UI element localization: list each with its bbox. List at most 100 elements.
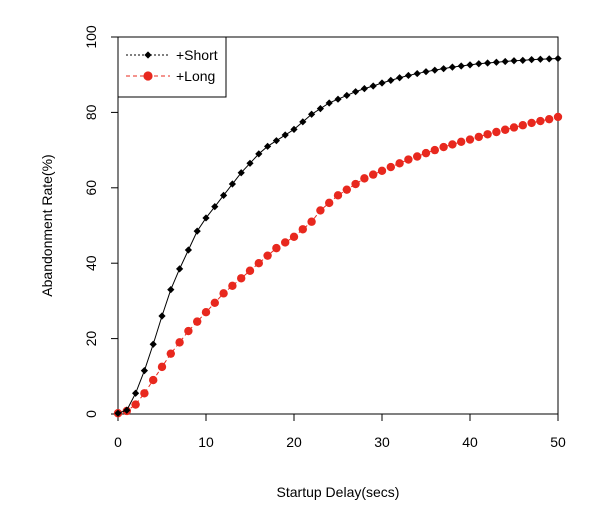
- long-series-point: [210, 298, 219, 307]
- short-series-point: [184, 246, 192, 254]
- long-series-point: [369, 170, 378, 179]
- short-series-point: [334, 95, 342, 103]
- long-series-point: [545, 114, 554, 124]
- long-series-point: [457, 137, 466, 147]
- long-series-point: [404, 155, 413, 164]
- long-series-point: [333, 191, 343, 200]
- short-series-point: [501, 57, 509, 66]
- x-axis: 0 10 20 30 40 50: [114, 414, 566, 450]
- short-series-point: [519, 56, 527, 64]
- long-series-point: [448, 140, 457, 149]
- short-series-point: [484, 59, 492, 67]
- short-series-point: [167, 285, 175, 294]
- long-series-line: [117, 116, 559, 414]
- long-series-point: [483, 130, 492, 139]
- short-series-point: [378, 79, 386, 87]
- short-series-point: [466, 61, 474, 69]
- long-series-point: [193, 317, 202, 326]
- short-series-point: [448, 63, 456, 71]
- long-series-point: [316, 206, 325, 215]
- long-series-point: [149, 375, 158, 385]
- short-series-line: [117, 57, 559, 414]
- x-tick-label: 10: [198, 434, 214, 450]
- long-series-point: [553, 112, 563, 122]
- short-series-point: [536, 55, 544, 63]
- short-series-point: [114, 409, 122, 417]
- long-series-point: [342, 185, 351, 194]
- y-tick-label: 20: [83, 331, 99, 347]
- long-series-point: [245, 266, 255, 275]
- short-series-point: [149, 340, 157, 348]
- long-series-point: [140, 389, 149, 398]
- legend-label: +Short: [176, 47, 218, 63]
- x-axis-label: Startup Delay(secs): [277, 484, 400, 500]
- long-series-point: [184, 326, 193, 336]
- short-series-point: [492, 58, 500, 66]
- short-series-point: [211, 203, 219, 211]
- long-series-point: [143, 71, 153, 81]
- short-series-point: [475, 60, 483, 68]
- short-series-point: [290, 125, 298, 133]
- short-series-point: [264, 142, 272, 150]
- long-series-point: [131, 400, 140, 409]
- y-tick-label: 100: [83, 25, 99, 49]
- plot-frame: [117, 36, 559, 415]
- x-tick-label: 20: [286, 434, 302, 450]
- short-series-point: [123, 406, 131, 414]
- long-series-point: [395, 159, 404, 168]
- short-series-point: [369, 82, 377, 90]
- long-series-point: [289, 232, 299, 242]
- long-series-point: [439, 142, 448, 152]
- long-series-point: [413, 152, 422, 161]
- short-series-point: [299, 118, 307, 126]
- y-tick-label: 60: [83, 180, 99, 196]
- long-series-point: [360, 174, 369, 183]
- long-series-point: [492, 127, 501, 137]
- long-series-point: [254, 259, 263, 268]
- short-series-point: [316, 105, 324, 113]
- short-series-point: [308, 110, 316, 118]
- short-series-point: [387, 76, 395, 84]
- long-series-point: [281, 238, 290, 247]
- y-axis-label: Abandonment Rate(%): [39, 154, 55, 296]
- long-series-point: [474, 132, 483, 142]
- short-series-point: [404, 71, 412, 80]
- short-series-point: [431, 66, 439, 74]
- long-series-point: [536, 116, 545, 126]
- short-series-point: [132, 389, 140, 397]
- long-series: [113, 112, 563, 418]
- long-series-point: [386, 162, 395, 172]
- x-tick-label: 50: [550, 434, 566, 450]
- long-series-point: [527, 118, 536, 128]
- short-series: [114, 54, 562, 417]
- long-series-point: [421, 148, 431, 158]
- long-series-point: [518, 121, 527, 130]
- short-series-point: [457, 62, 465, 70]
- short-series-point: [176, 265, 184, 273]
- short-series-point: [272, 137, 280, 145]
- y-tick-label: 0: [83, 410, 99, 418]
- y-tick-label: 80: [83, 104, 99, 120]
- long-series-point: [201, 308, 211, 317]
- x-tick-label: 40: [462, 434, 478, 450]
- long-series-point: [430, 145, 439, 155]
- short-series-point: [237, 169, 245, 177]
- long-series-point: [298, 225, 307, 234]
- long-series-point: [351, 179, 360, 189]
- short-series-point: [202, 214, 210, 222]
- short-series-point: [360, 85, 368, 93]
- long-series-point: [509, 123, 519, 132]
- short-series-point: [413, 69, 421, 78]
- y-axis: 0 20 40 60 80 100: [83, 25, 118, 418]
- long-series-point: [166, 349, 175, 358]
- long-series-point: [465, 135, 475, 144]
- short-series-point: [440, 65, 448, 73]
- legend: +Short +Long: [117, 36, 227, 98]
- short-series-point: [281, 131, 289, 139]
- legend-box: [117, 36, 227, 98]
- long-series-point: [377, 166, 387, 176]
- long-series-point: [175, 338, 184, 347]
- short-series-point: [396, 74, 404, 82]
